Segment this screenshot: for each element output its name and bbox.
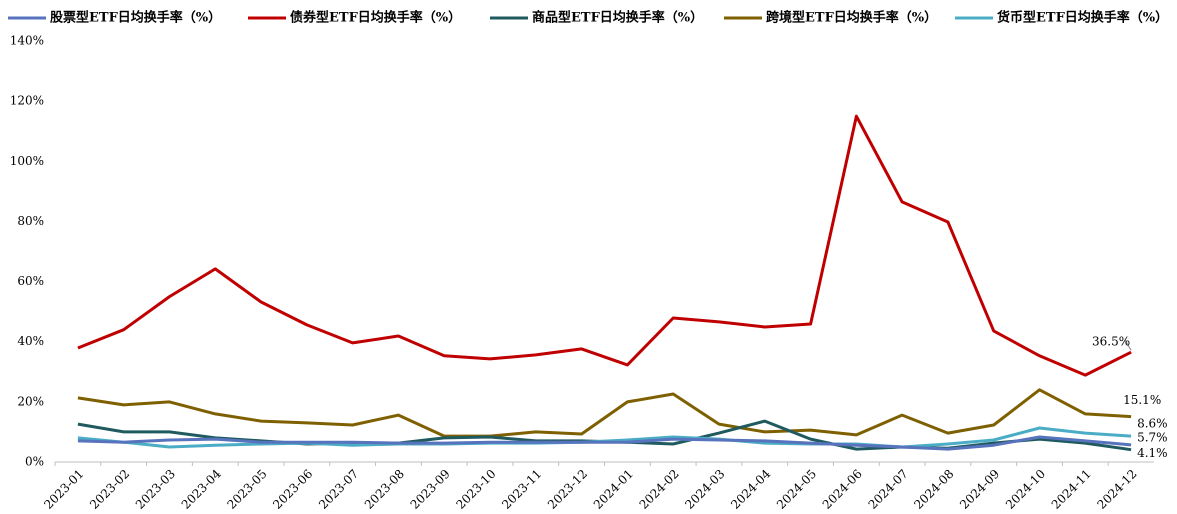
legend-label: 货币型ETF日均换手率（%） [997,10,1168,26]
x-tick-label: 2023-03 [133,467,178,512]
x-tick-label: 2024-06 [820,467,865,512]
legend-label: 债券型ETF日均换手率（%） [290,10,461,26]
x-tick-label: 2023-12 [545,467,590,512]
y-tick-label: 80% [17,214,44,228]
y-tick-label: 40% [17,334,44,348]
x-tick-label: 2023-04 [179,466,224,511]
value-label: 5.7% [1137,430,1168,444]
y-tick-label: 20% [17,394,44,408]
value-label: 36.5% [1092,335,1130,349]
legend-label: 商品型ETF日均换手率（%） [532,10,703,26]
x-tick-label: 2024-05 [774,467,819,512]
value-label: 4.1% [1137,446,1168,460]
x-tick-label: 2023-10 [453,467,498,512]
series-line [77,388,1132,438]
x-tick-label: 2023-01 [41,467,86,512]
x-tick-label: 2024-04 [728,466,773,511]
x-tick-label: 2024-12 [1095,467,1140,512]
x-tick-label: 2023-02 [87,467,132,512]
x-tick-label: 2024-09 [957,467,1002,512]
value-label: 15.1% [1123,393,1161,407]
leader-line [1124,339,1132,351]
y-tick-label: 100% [10,154,44,168]
x-tick-label: 2024-02 [637,467,682,512]
x-tick-label: 2023-05 [224,467,269,512]
x-tick-label: 2023-08 [362,467,407,512]
x-tick-label: 2024-07 [866,467,911,512]
x-tick-label: 2024-01 [591,467,636,512]
x-tick-label: 2024-10 [1003,467,1048,512]
x-tick-label: 2024-08 [911,467,956,512]
legend-label: 跨境型ETF日均换手率（%） [766,10,937,26]
legend-label: 股票型ETF日均换手率（%） [50,10,221,26]
x-tick-label: 2023-06 [270,467,315,512]
x-tick-label: 2023-09 [408,467,453,512]
y-tick-label: 140% [10,34,44,48]
y-tick-label: 60% [17,274,44,288]
x-tick-label: 2024-11 [1049,467,1094,512]
series-line [77,114,1132,377]
series-line [77,435,1132,451]
x-tick-label: 2024-03 [682,467,727,512]
y-tick-label: 0% [25,455,44,469]
x-tick-label: 2023-11 [499,467,544,512]
value-label: 8.6% [1137,417,1168,431]
y-tick-label: 120% [10,94,44,108]
x-tick-label: 2023-07 [316,467,361,512]
